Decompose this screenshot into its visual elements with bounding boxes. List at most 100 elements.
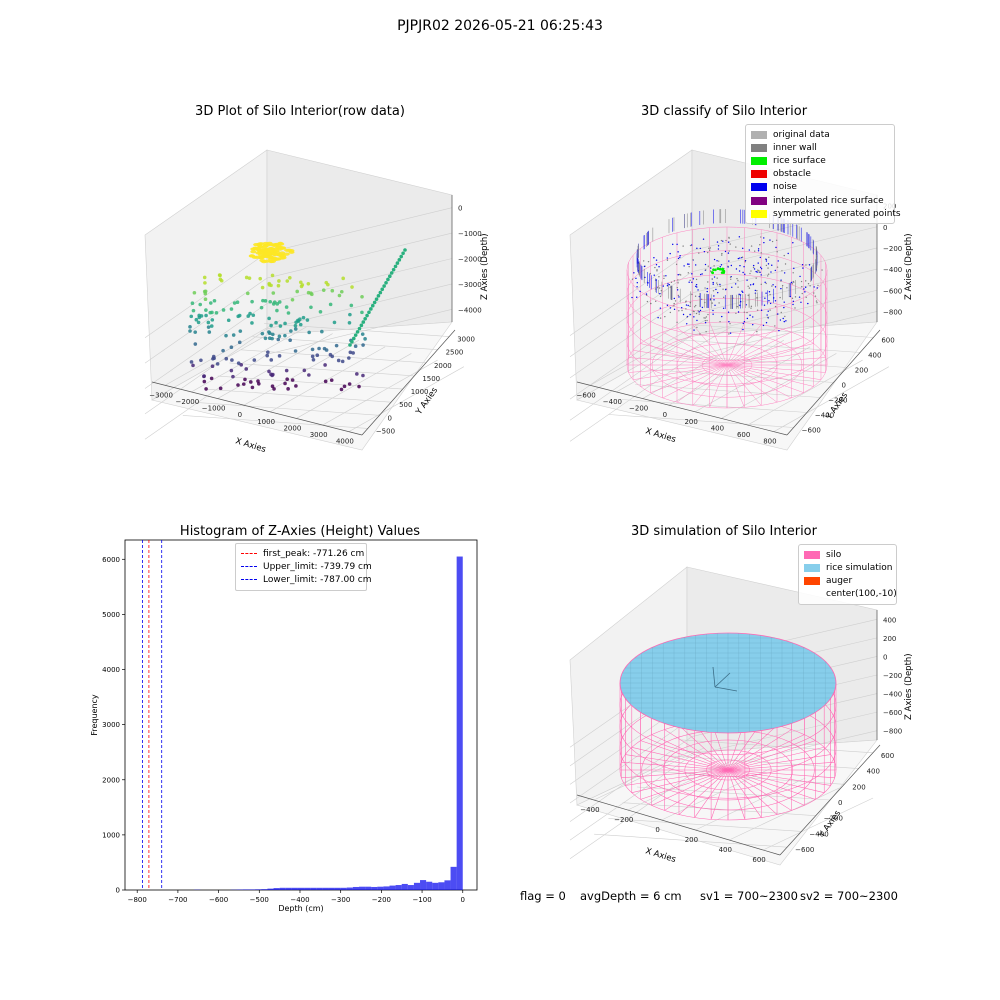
raw-point: [226, 318, 231, 323]
noise-point: [699, 309, 702, 312]
x-tick-label: −500: [250, 896, 269, 904]
noise-point: [717, 245, 720, 247]
noise-point: [804, 286, 807, 288]
noise-point: [720, 264, 723, 266]
silo-floor-spoke: [628, 364, 728, 373]
y-gridline: [679, 739, 873, 754]
silo-floor-spoke: [651, 734, 729, 771]
raw-symmetric-point: [278, 242, 285, 246]
raw-point: [206, 325, 211, 329]
noise-point: [799, 275, 801, 278]
raw-point: [363, 316, 367, 321]
noise-point: [636, 282, 638, 284]
silo-floor-spoke: [726, 327, 778, 366]
raw-point: [278, 324, 283, 328]
x-tick-label: 400: [711, 424, 724, 432]
noise-point: [739, 264, 741, 267]
y-tick-label: 5000: [102, 611, 120, 619]
noise-point: [767, 263, 770, 265]
silo-floor-spoke: [727, 769, 816, 800]
z-tick-label: 0: [458, 205, 462, 213]
raw-point: [267, 336, 272, 340]
histogram-title: Histogram of Z-Axies (Height) Values: [179, 524, 421, 539]
noise-point: [748, 249, 751, 251]
histogram-bar: [340, 887, 347, 890]
raw-symmetric-point: [257, 242, 264, 246]
raw-symmetric-point: [261, 253, 268, 257]
noise-point: [717, 248, 720, 250]
noise-point: [727, 311, 730, 313]
noise-point: [792, 300, 795, 303]
silo-floor-spoke: [625, 769, 729, 786]
noise-point: [715, 288, 717, 291]
noise-point: [755, 270, 757, 273]
noise-point: [813, 286, 815, 288]
legend-entry: original data: [751, 128, 889, 141]
inner-wall-point: [719, 320, 721, 323]
histogram-bars: [194, 556, 463, 890]
noise-point: [743, 320, 746, 323]
raw-point: [263, 299, 268, 303]
z-tick-label: −2000: [458, 256, 482, 264]
rice-surface-point: [722, 271, 726, 274]
noise-point: [639, 290, 641, 293]
noise-point: [696, 286, 698, 288]
noise-point: [737, 257, 740, 260]
raw-point: [244, 367, 249, 371]
z-tick-label: −400: [883, 266, 902, 274]
inner-wall-point: [711, 278, 713, 280]
z-gridline: [569, 335, 693, 421]
raw-point: [274, 320, 278, 325]
y-gridline: [608, 414, 794, 428]
z-gridline: [691, 268, 878, 315]
raw-point: [376, 294, 381, 298]
inner-wall-point: [756, 309, 759, 311]
inner-wall-point: [646, 294, 648, 296]
silo-floor-spoke: [632, 350, 728, 366]
noise-point: [778, 329, 780, 332]
simulation-plot-title: 3D simulation of Silo Interior: [631, 524, 817, 539]
inner-wall-point: [741, 256, 744, 258]
legend-entry: rice surface: [751, 154, 889, 167]
z-gridline: [569, 292, 693, 379]
noise-point: [666, 257, 669, 259]
noise-point: [735, 268, 738, 270]
inner-wall-point: [756, 290, 758, 292]
inner-wall-point: [805, 264, 807, 266]
inner-wall-point: [722, 288, 724, 290]
noise-point: [737, 311, 740, 313]
noise-point: [710, 267, 712, 269]
noise-point: [752, 316, 754, 318]
silo-floor-spoke: [621, 769, 729, 779]
raw-point: [231, 333, 236, 337]
noise-point: [673, 297, 676, 300]
inner-wall-point: [805, 280, 807, 282]
raw-point: [275, 308, 279, 313]
raw-point: [256, 379, 260, 383]
z-tick-label: −800: [883, 308, 902, 316]
noise-point: [771, 264, 773, 266]
raw-point: [207, 330, 212, 334]
x-gridline: [616, 326, 732, 393]
inner-wall-point: [695, 312, 698, 315]
x-tick-label: −3000: [149, 391, 173, 399]
raw-point: [315, 353, 320, 358]
raw-point: [229, 368, 234, 373]
silo-floor-spoke: [710, 769, 729, 820]
y-tick-label: 1500: [422, 375, 440, 383]
noise-point: [769, 239, 771, 241]
x-tick-label: −600: [209, 896, 228, 904]
inner-wall-point: [673, 302, 675, 305]
noise-point: [779, 319, 782, 321]
silo-floor-spoke: [727, 734, 805, 771]
silo-floor-spoke: [650, 364, 728, 393]
inner-wall-point: [658, 276, 660, 278]
noise-point: [808, 264, 811, 266]
noise-point: [742, 271, 744, 274]
noise-point: [801, 263, 804, 266]
inner-wall-point: [725, 239, 727, 242]
y-tick-label: 200: [855, 367, 868, 375]
silo-floor-spoke: [640, 769, 729, 800]
x-tick-label: −700: [168, 896, 187, 904]
raw-point: [285, 279, 290, 283]
